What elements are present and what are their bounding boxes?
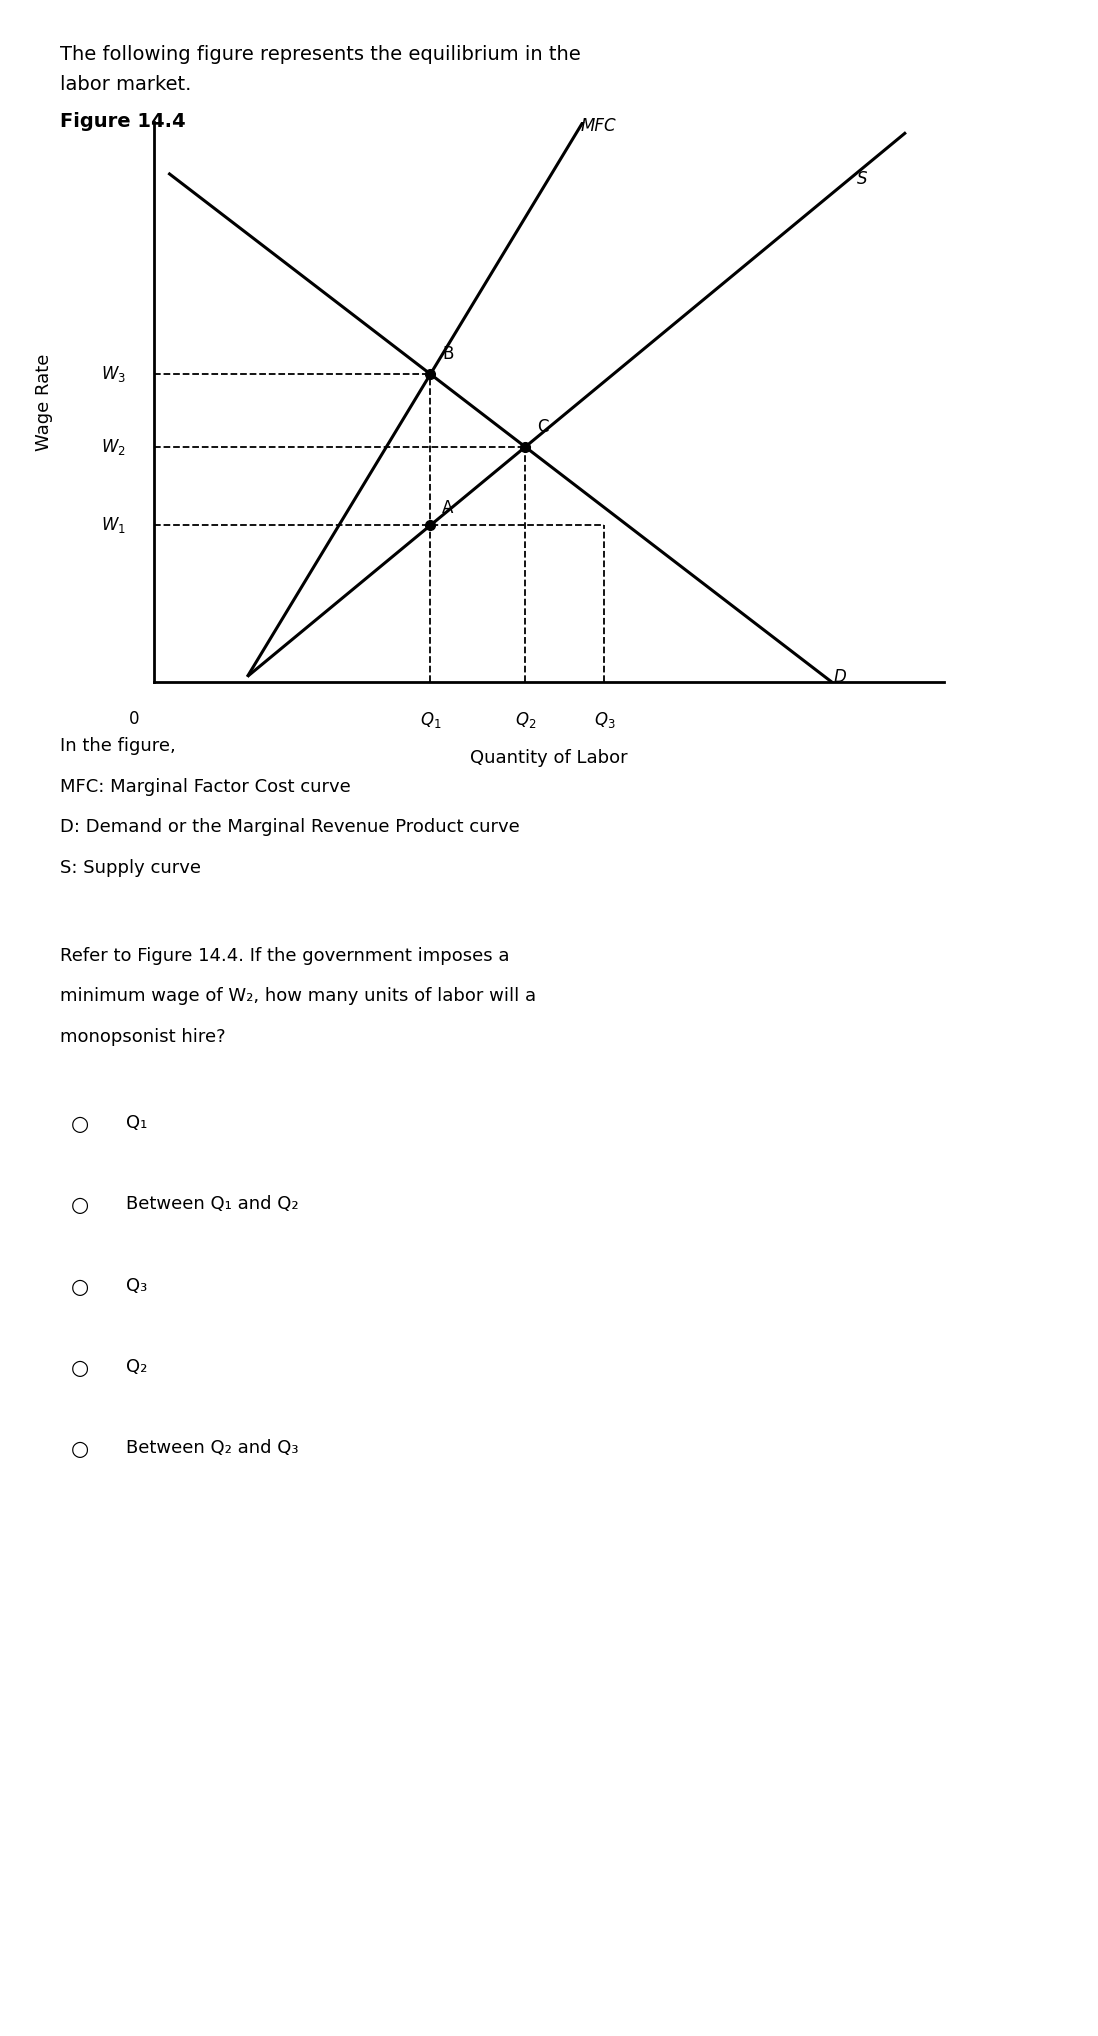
Text: minimum wage of W₂, how many units of labor will a: minimum wage of W₂, how many units of la…	[60, 987, 537, 1006]
Text: S: Supply curve: S: Supply curve	[60, 859, 201, 878]
Text: monopsonist hire?: monopsonist hire?	[60, 1028, 226, 1047]
Text: 0: 0	[128, 711, 139, 729]
Text: Wage Rate: Wage Rate	[35, 354, 53, 450]
Text: $W_2$: $W_2$	[101, 438, 126, 456]
Text: labor market.: labor market.	[60, 75, 192, 94]
Text: Quantity of Labor: Quantity of Labor	[470, 749, 628, 768]
Text: ○: ○	[71, 1439, 90, 1460]
Text: Figure 14.4: Figure 14.4	[60, 112, 186, 130]
Text: C: C	[537, 417, 549, 436]
Text: Q₂: Q₂	[126, 1358, 147, 1376]
Text: ○: ○	[71, 1114, 90, 1134]
Text: S: S	[858, 171, 867, 187]
Text: B: B	[442, 344, 453, 362]
Text: Q₃: Q₃	[126, 1277, 147, 1295]
Text: Between Q₂ and Q₃: Between Q₂ and Q₃	[126, 1439, 299, 1458]
Text: $W_1$: $W_1$	[101, 515, 126, 535]
Text: $Q_1$: $Q_1$	[419, 711, 441, 731]
Text: $Q_3$: $Q_3$	[594, 711, 615, 731]
Text: Between Q₁ and Q₂: Between Q₁ and Q₂	[126, 1195, 299, 1213]
Text: D: D	[833, 668, 847, 686]
Text: Q₁: Q₁	[126, 1114, 147, 1132]
Text: ○: ○	[71, 1358, 90, 1378]
Text: D: Demand or the Marginal Revenue Product curve: D: Demand or the Marginal Revenue Produc…	[60, 818, 520, 837]
Text: In the figure,: In the figure,	[60, 737, 176, 755]
Text: ○: ○	[71, 1277, 90, 1297]
Text: ○: ○	[71, 1195, 90, 1215]
Text: MFC: Marginal Factor Cost curve: MFC: Marginal Factor Cost curve	[60, 778, 351, 796]
Text: $W_3$: $W_3$	[101, 364, 126, 385]
Text: The following figure represents the equilibrium in the: The following figure represents the equi…	[60, 45, 581, 63]
Text: A: A	[442, 499, 453, 517]
Text: MFC: MFC	[581, 118, 616, 134]
Text: $Q_2$: $Q_2$	[515, 711, 536, 731]
Text: Refer to Figure 14.4. If the government imposes a: Refer to Figure 14.4. If the government …	[60, 947, 509, 965]
